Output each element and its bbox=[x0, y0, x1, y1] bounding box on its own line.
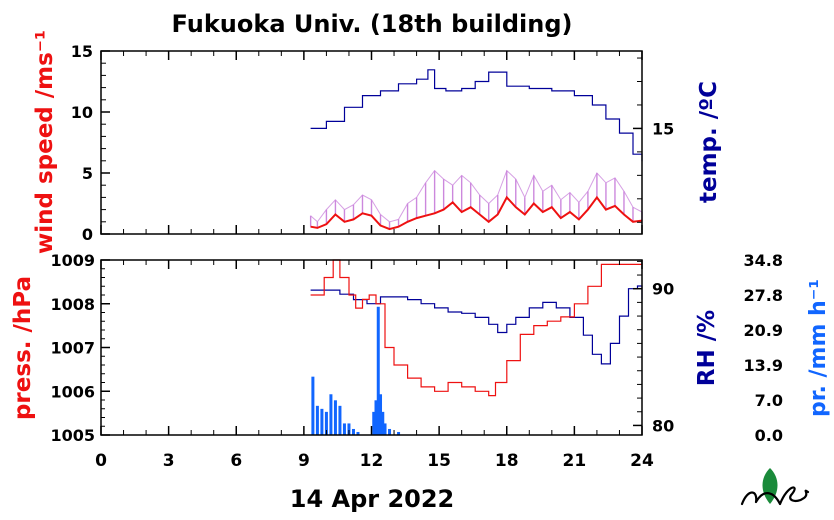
pressure-line bbox=[310, 259, 642, 397]
precipitation-bar bbox=[381, 411, 385, 435]
x-tick-label: 21 bbox=[563, 451, 587, 471]
pressure-tick-label: 1008 bbox=[50, 295, 95, 314]
precipitation-bar bbox=[333, 400, 337, 435]
precipitation-tick-label: 7.0 bbox=[755, 391, 783, 410]
precipitation-tick-label: 20.9 bbox=[744, 321, 783, 340]
wind-speed-tick-label: 15 bbox=[71, 42, 93, 61]
temperature-axis-label: temp. /ºC bbox=[696, 81, 722, 203]
x-tick-label: 12 bbox=[360, 451, 384, 471]
pressure-tick-label: 1007 bbox=[50, 339, 95, 358]
time-axis: 0 3 6 9 12 15 18 21 24 bbox=[95, 51, 654, 471]
humidity-tick-label: 90 bbox=[652, 280, 674, 299]
precipitation-bar bbox=[383, 423, 387, 435]
date-label: 14 Apr 2022 bbox=[290, 485, 455, 513]
logo-script-icon bbox=[740, 486, 810, 506]
precipitation-bar bbox=[320, 408, 324, 435]
institute-logo bbox=[740, 468, 810, 506]
precipitation-bar bbox=[374, 400, 378, 435]
pressure-tick-label: 1006 bbox=[50, 382, 95, 401]
x-tick-label: 24 bbox=[630, 451, 654, 471]
precipitation-bar bbox=[338, 405, 342, 435]
x-tick-label: 6 bbox=[230, 451, 242, 471]
precipitation-bar bbox=[388, 428, 392, 435]
humidity-axis-label: RH /% bbox=[694, 310, 720, 386]
wind-speed-tick-label: 10 bbox=[71, 103, 93, 122]
precipitation-bar bbox=[376, 306, 380, 435]
humidity-line bbox=[310, 285, 643, 365]
humidity-tick-label: 80 bbox=[652, 416, 674, 435]
precipitation-bar bbox=[324, 411, 328, 435]
precipitation-axis-label: pr. /mm h⁻¹ bbox=[806, 279, 831, 417]
pressure-tick-label: 1009 bbox=[50, 251, 95, 270]
precipitation-bar bbox=[356, 431, 360, 435]
precipitation-tick-label: 13.9 bbox=[744, 356, 783, 375]
pressure-humidity-plot-area bbox=[310, 259, 643, 435]
precipitation-bar bbox=[329, 394, 333, 435]
chart-title: Fukuoka Univ. (18th building) bbox=[172, 10, 573, 38]
precipitation-tick-label: 27.8 bbox=[744, 286, 783, 305]
precipitation-bar bbox=[342, 423, 346, 435]
precipitation-bar bbox=[315, 405, 319, 435]
x-tick-label: 3 bbox=[163, 451, 175, 471]
precipitation-bar bbox=[372, 411, 376, 435]
precipitation-tick-label: 34.8 bbox=[744, 251, 783, 270]
temperature-tick-label: 15 bbox=[652, 119, 674, 138]
wind-speed-tick-label: 5 bbox=[82, 164, 93, 183]
x-tick-label: 18 bbox=[495, 451, 519, 471]
precipitation-bar bbox=[397, 431, 401, 435]
top-panel-axes: 0 5 10 15 15 bbox=[71, 42, 675, 244]
x-tick-label: 15 bbox=[427, 451, 451, 471]
bottom-panel-axes: 1005 1006 1007 1008 1009 80 90 0.0 7.0 13.9 20.9 27… bbox=[50, 251, 783, 445]
pressure-humidity-panel: 1005 1006 1007 1008 1009 80 90 0.0 7.0 13.9 20.9 27… bbox=[10, 251, 831, 445]
bottom-panel-frame bbox=[100, 259, 643, 436]
wind-temperature-plot-area bbox=[309, 69, 643, 231]
precipitation-bar bbox=[311, 376, 315, 435]
pressure-axis-label: press. /hPa bbox=[10, 276, 36, 420]
x-tick-label: 9 bbox=[298, 451, 310, 471]
x-tick-label: 0 bbox=[95, 451, 107, 471]
wind-speed-line bbox=[310, 195, 643, 231]
precipitation-bar bbox=[379, 394, 383, 435]
precipitation-tick-label: 0.0 bbox=[755, 426, 783, 445]
wind-temperature-panel: 0 5 10 15 15 wind speed /ms⁻¹ temp. /ºC bbox=[32, 30, 722, 254]
wind-speed-axis-label: wind speed /ms⁻¹ bbox=[32, 30, 58, 254]
precipitation-bar bbox=[347, 423, 351, 435]
wind-speed-tick-label: 0 bbox=[82, 225, 93, 244]
temperature-line bbox=[310, 69, 643, 162]
precipitation-bar bbox=[351, 428, 355, 435]
pressure-tick-label: 1005 bbox=[50, 426, 95, 445]
wind-gust-line bbox=[310, 169, 643, 223]
